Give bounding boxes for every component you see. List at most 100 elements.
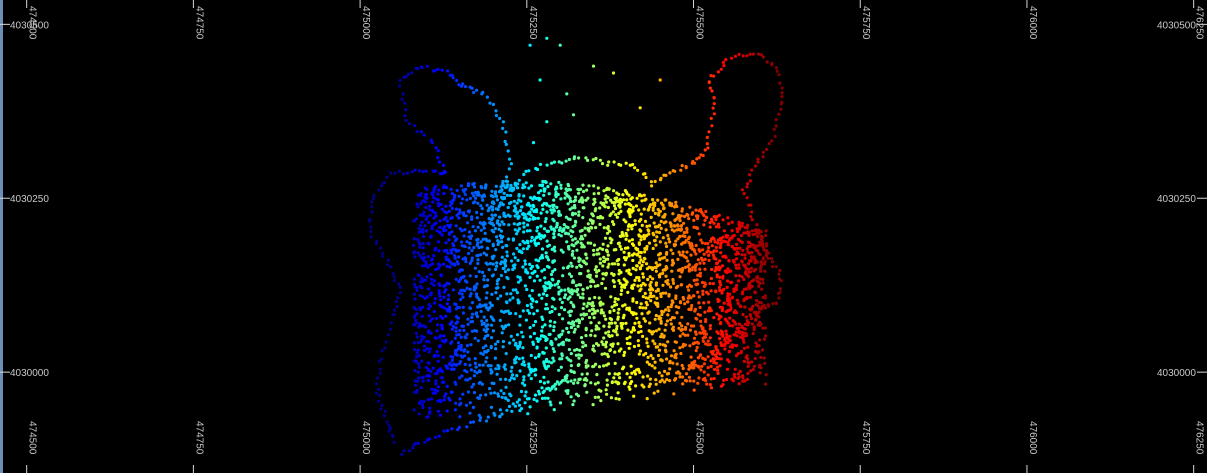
- data-point: [604, 271, 609, 275]
- data-point: [465, 198, 469, 202]
- data-point: [681, 345, 685, 349]
- data-point: [645, 397, 649, 401]
- data-point: [439, 369, 443, 373]
- data-point: [757, 344, 761, 348]
- data-point: [638, 228, 642, 232]
- data-point: [486, 364, 490, 368]
- data-point: [639, 302, 643, 306]
- data-point: [457, 291, 461, 295]
- data-point: [572, 399, 576, 403]
- data-point: [484, 344, 488, 348]
- data-point: [524, 181, 528, 185]
- data-point: [671, 277, 675, 282]
- data-point: [651, 246, 655, 251]
- data-point: [627, 239, 632, 243]
- data-point: [488, 387, 492, 391]
- data-point: [581, 198, 585, 202]
- data-point: [728, 345, 733, 349]
- data-point: [724, 233, 728, 238]
- data-point: [578, 283, 583, 287]
- data-point: [443, 210, 447, 214]
- data-point: [728, 334, 732, 338]
- data-point: [693, 363, 698, 367]
- data-point: [630, 238, 635, 242]
- data-point: [688, 344, 692, 348]
- data-point: [607, 325, 611, 329]
- data-point: [504, 377, 508, 381]
- data-point: [528, 294, 532, 298]
- data-point: [716, 348, 720, 352]
- data-point: [479, 184, 483, 189]
- data-point: [680, 268, 685, 272]
- data-point: [499, 389, 503, 393]
- data-point: [680, 324, 684, 328]
- data-point: [718, 275, 722, 279]
- data-point: [431, 366, 435, 370]
- data-point: [654, 269, 659, 273]
- data-point: [499, 185, 503, 189]
- data-point: [369, 229, 373, 234]
- data-point: [753, 357, 757, 361]
- data-point: [663, 212, 667, 217]
- data-point: [654, 266, 658, 270]
- data-point: [718, 337, 722, 341]
- data-point: [393, 171, 397, 175]
- data-point: [712, 221, 716, 225]
- data-point: [598, 246, 602, 250]
- data-point: [710, 267, 714, 271]
- data-point: [466, 221, 470, 225]
- data-point: [605, 249, 609, 253]
- data-point: [774, 66, 779, 70]
- data-point: [669, 285, 673, 289]
- data-point: [657, 223, 662, 227]
- data-point: [646, 374, 650, 378]
- data-point: [638, 349, 643, 353]
- data-point: [548, 388, 552, 392]
- data-point: [550, 277, 554, 281]
- data-point: [434, 146, 438, 150]
- data-point: [652, 391, 656, 395]
- data-point: [412, 341, 417, 345]
- data-point: [756, 351, 760, 355]
- data-point: [435, 323, 440, 327]
- data-point: [541, 317, 545, 322]
- data-point: [690, 303, 694, 308]
- data-point: [418, 322, 422, 326]
- data-point: [484, 334, 488, 338]
- data-point: [630, 380, 634, 384]
- data-point: [447, 232, 451, 236]
- data-point: [408, 122, 412, 126]
- data-point: [468, 261, 472, 265]
- data-point: [410, 170, 414, 174]
- data-point: [656, 304, 660, 308]
- data-point: [732, 259, 736, 263]
- data-point: [712, 215, 716, 219]
- data-point: [450, 364, 454, 368]
- data-point: [567, 321, 571, 325]
- data-point: [398, 79, 402, 83]
- data-point: [565, 338, 569, 342]
- data-point: [379, 246, 383, 250]
- data-point: [570, 206, 574, 210]
- data-point: [427, 314, 431, 318]
- data-point: [540, 315, 544, 319]
- data-point: [463, 228, 467, 232]
- data-point: [637, 278, 641, 282]
- data-point: [639, 258, 643, 262]
- data-point: [569, 274, 574, 278]
- data-point: [618, 234, 622, 238]
- data-point: [770, 63, 774, 67]
- data-point: [734, 263, 738, 267]
- data-point: [432, 196, 436, 200]
- data-point: [467, 246, 471, 250]
- data-point: [657, 273, 661, 277]
- data-point: [456, 347, 461, 351]
- data-point: [742, 359, 747, 363]
- data-point: [389, 171, 393, 175]
- data-point: [726, 279, 730, 283]
- data-point: [550, 305, 554, 309]
- data-point: [667, 237, 671, 241]
- data-point: [577, 356, 581, 360]
